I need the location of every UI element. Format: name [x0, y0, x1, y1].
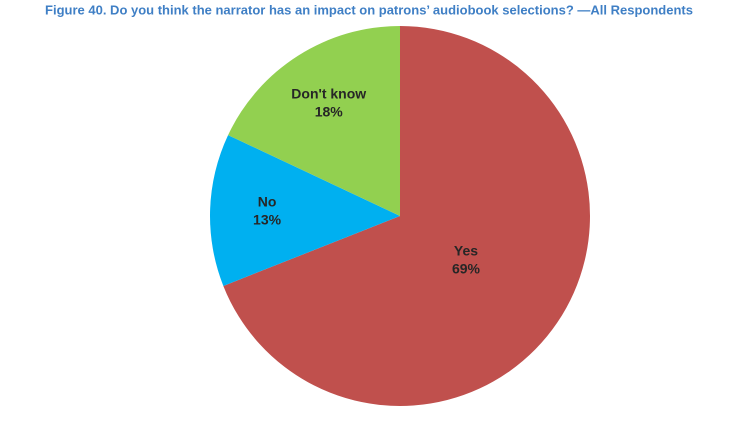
- pie-slice: [228, 26, 400, 216]
- pie-slice: [209, 135, 400, 286]
- slice-label: No: [258, 194, 277, 210]
- slice-value-label: 13%: [253, 212, 282, 228]
- chart-title: Figure 40. Do you think the narrator has…: [45, 2, 693, 17]
- slice-value-label: 69%: [452, 261, 481, 277]
- slice-value-label: 18%: [315, 103, 344, 119]
- pie-slice: [223, 26, 590, 407]
- slice-label: Yes: [454, 243, 478, 259]
- slice-label: Don't know: [291, 85, 366, 101]
